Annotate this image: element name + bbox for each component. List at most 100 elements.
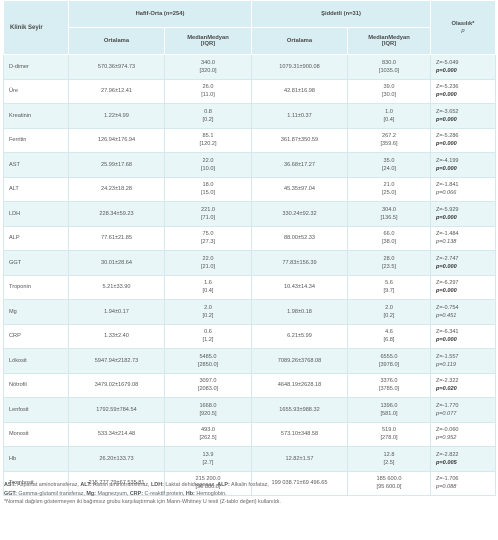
median-group2: 304.0 [136.5] <box>347 201 431 227</box>
row-label: Kreatinin <box>3 103 69 129</box>
mean-group1: 1.33±2.40 <box>68 323 165 349</box>
probability-cell: Z=-5.286 p=0.000 <box>430 127 496 153</box>
header-avg-group1: Ortalama <box>68 27 165 55</box>
row-label: Troponin <box>3 274 69 300</box>
table-row: GGT 30.01±28.64 22.0 [21.0] 77.83±156.39 28.0… <box>3 250 496 276</box>
iqr-value: [120.2] <box>199 141 217 148</box>
mean-group1: 1792.59±784.54 <box>68 397 165 423</box>
mean-group2: 42.81±16.98 <box>251 78 348 104</box>
mean-group1: 570.36±974.73 <box>68 54 165 80</box>
iqr-value: [9.7] <box>383 288 395 295</box>
mean-group1: 1.22±4.99 <box>68 103 165 129</box>
iqr-value: [0.2] <box>383 312 395 319</box>
table-row: Lökosit 5947.94±2182.73 5485.0 [2850.0] 7089… <box>3 348 496 374</box>
footnote-abbr: ALT: <box>80 482 92 488</box>
median-value: 221.0 <box>201 206 215 213</box>
z-value: Z=-3.652 <box>436 108 459 115</box>
median-value: 519.0 <box>382 427 396 434</box>
median-group1: 0.8 [0.2] <box>164 103 252 129</box>
iqr-value: [2.5] <box>383 459 395 466</box>
median-value: 1.0 <box>385 108 393 115</box>
median-group2: 6555.0 [3978.0] <box>347 348 431 374</box>
mean-group1: 228.34±59.23 <box>68 201 165 227</box>
median-value: 22.0 <box>202 157 214 164</box>
median-group2: 830.0 [1035.0] <box>347 54 431 80</box>
probability-cell: Z=-2.822 p=0.005 <box>430 446 496 472</box>
median-group1: 85.1 [120.2] <box>164 127 252 153</box>
median-value: 1668.0 <box>199 402 217 409</box>
footnote-text: Aspartat aminotransferaz, <box>15 482 81 488</box>
iqr-value: [95 600.0] <box>376 484 402 491</box>
median-value: 39.0 <box>383 84 395 91</box>
table-row: ALP 77.61±21.85 75.0 [27.3] 88.00±52.33 66.0[… <box>3 225 496 251</box>
iqr-label: [IQR] <box>381 41 397 47</box>
median-value: 66.0 <box>383 231 395 238</box>
median-group2: 21.0 [25.0] <box>347 176 431 202</box>
median-value: 493.0 <box>201 427 215 434</box>
z-value: Z=-6.297 <box>436 280 459 287</box>
mean-group2: 7089.26±3768.08 <box>251 348 348 374</box>
footnote-text: Alkalin fosfataz, <box>229 482 269 488</box>
probability-title: Olasılık* <box>451 21 475 27</box>
median-group1: 1.6 [0.4] <box>164 274 252 300</box>
table-row: D-dimer 570.36±974.73 340.0 [320.0] 1079.31±… <box>3 54 496 80</box>
table-row: Trombosit 215 777.79±67 535.81 215 200.0 [9… <box>3 470 496 496</box>
median-group2: 12.8 [2.5] <box>347 446 431 472</box>
p-value: p=0.119 <box>436 361 456 368</box>
p-value: p=0.005 <box>436 459 457 466</box>
probability-cell: Z=-0.754 p=0.451 <box>430 299 496 325</box>
median-group2: 4.6 [6.8] <box>347 323 431 349</box>
table-row: Monosit 533.34±214.48 493.0 [262.5] 573.10±3… <box>3 421 496 447</box>
p-value: p=0.000 <box>436 263 457 270</box>
median-group1: 493.0 [262.5] <box>164 421 252 447</box>
row-label: Lökosit <box>3 348 69 374</box>
row-label: Monosit <box>3 421 69 447</box>
median-group1: 340.0 [320.0] <box>164 54 252 80</box>
mean-group1: 5.21±33.90 <box>68 274 165 300</box>
table-row: Mg 1.94±0.17 2.0 [0.2] 1.98±0.18 2.0 [0.2] Z=-0… <box>3 299 496 325</box>
probability-cell: Z=-6.341 p=0.000 <box>430 323 496 349</box>
median-group1: 2.0 [0.2] <box>164 299 252 325</box>
median-group1: 18.0 [15.0] <box>164 176 252 202</box>
row-label: Nötrofil <box>3 372 69 398</box>
median-group1: 22.0 [21.0] <box>164 250 252 276</box>
mean-group1: 3479.02±1679.08 <box>68 372 165 398</box>
median-group1: 215 200.0 [90 800.0] <box>164 470 252 496</box>
iqr-value: [90 800.0] <box>195 484 221 491</box>
footnote-abbreviations-1: AST: Aspartat aminotransferaz, ALT: Alan… <box>4 481 494 490</box>
probability-cell: Z=-5.049 p=0.000 <box>430 54 496 80</box>
median-value: 3097.0 <box>199 378 217 385</box>
mean-group1: 126.94±176.94 <box>68 127 165 153</box>
probability-cell: Z=-1.557 p=0.119 <box>430 348 496 374</box>
median-value: 0.6 <box>204 329 212 336</box>
iqr-value: [3785.0] <box>378 386 400 393</box>
iqr-value: [24.0] <box>382 165 396 172</box>
table-footnotes: AST: Aspartat aminotransferaz, ALT: Alan… <box>4 481 494 507</box>
table-row: Hb 26.20±133.73 13.9 [2.7] 12.82±1.57 12.8 [2.… <box>3 446 496 472</box>
row-label: Ferritin <box>3 127 69 153</box>
iqr-value: [581.0] <box>380 410 398 417</box>
z-value: Z=-5.929 <box>436 206 459 213</box>
row-label: D-dimer <box>3 54 69 80</box>
footnote-abbr: Hb: <box>185 490 195 497</box>
median-value: 215 200.0 <box>195 476 221 483</box>
footnote-abbr: LDH: <box>151 482 164 488</box>
mean-group2: 1.11±0.37 <box>251 103 348 129</box>
table-body: D-dimer 570.36±974.73 340.0 [320.0] 1079.31±… <box>3 54 496 496</box>
median-value: 185 600.0 <box>376 476 402 483</box>
p-value: p=0.138 <box>436 239 457 246</box>
z-value: Z=-1.770 <box>436 402 459 409</box>
mean-group2: 12.82±1.57 <box>251 446 348 472</box>
median-group2: 1396.0 [581.0] <box>347 397 431 423</box>
footnote-test-note: *Normal dağılım göstermeyen iki bağımsız… <box>4 499 281 506</box>
footnote-abbr: Mg: <box>86 490 96 497</box>
iqr-value: [359.6] <box>380 141 398 148</box>
table-row: Troponin 5.21±33.90 1.6 [0.4] 10.43±14.34 5.6… <box>3 274 496 300</box>
mean-group2: 330.24±92.32 <box>251 201 348 227</box>
mean-group1: 5947.94±2182.73 <box>68 348 165 374</box>
mean-group1: 1.94±0.17 <box>68 299 165 325</box>
median-value: 830.0 <box>382 59 396 66</box>
row-label: ALT <box>3 176 69 202</box>
p-value: p=0.077 <box>436 410 457 417</box>
row-label: Hb <box>3 446 69 472</box>
